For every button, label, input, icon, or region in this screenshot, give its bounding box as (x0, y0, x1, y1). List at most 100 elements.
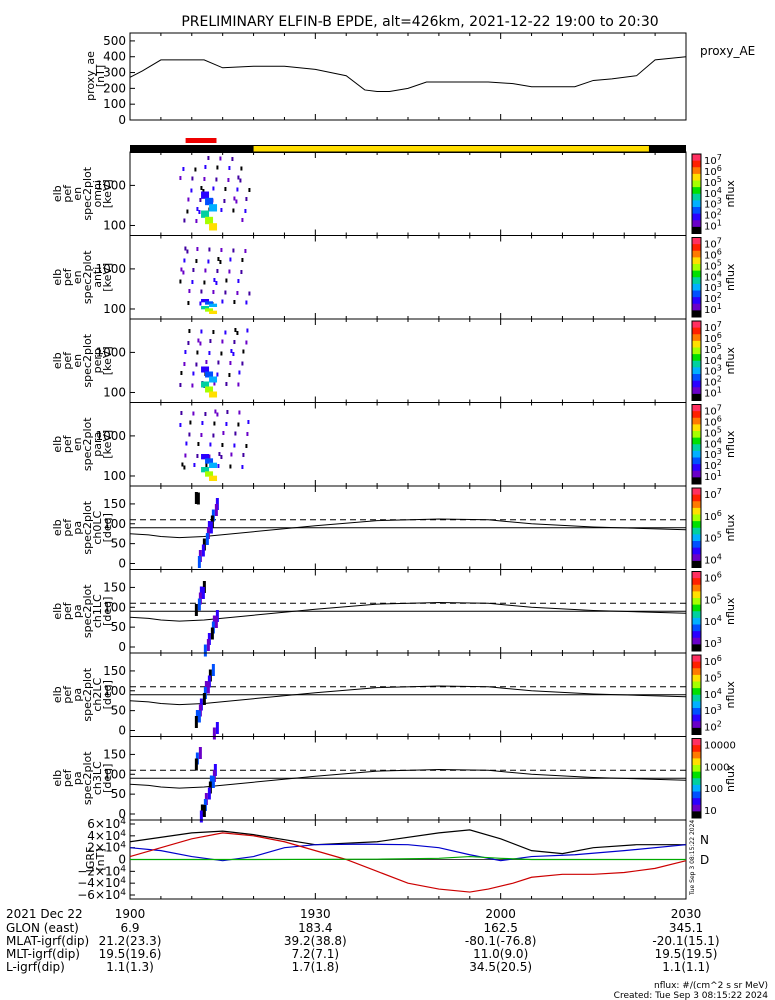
colorbar-segment (692, 347, 701, 355)
colorbar-segment (692, 187, 701, 195)
colorbar-tick: 105 (704, 592, 722, 606)
colorbar-tick: 10 (704, 806, 717, 817)
igrf-legend-d: D (700, 853, 709, 867)
ae-tick-label: 400 (103, 50, 126, 64)
spec-flux-block (205, 386, 214, 393)
ylabel-line: [keV] (101, 430, 114, 459)
colorbar-segment (692, 611, 701, 619)
spec-pixel (183, 465, 186, 470)
lshell-value: 1.7(1.8) (292, 960, 340, 974)
colorbar-title: nflux (724, 263, 737, 291)
ae-line (129, 56, 687, 93)
mlt-value: 7.2(7.1) (292, 947, 340, 961)
spec-pixel (191, 280, 194, 284)
spec-pixel (198, 210, 201, 214)
colorbar-segment (692, 297, 701, 305)
ylabel-line: anti (91, 267, 104, 288)
pa-tick-label: 0 (118, 807, 126, 821)
spec-flux-block (205, 458, 214, 464)
igrf-ylabel: IGRF[nT] (84, 847, 107, 873)
pa-tick-label: 50 (111, 537, 126, 551)
spec-pixel (180, 267, 183, 272)
pa-pixel (202, 693, 206, 705)
spec-pixel (232, 248, 235, 253)
ylabel-line: pef (61, 518, 74, 537)
spec-pixel (192, 411, 195, 416)
colorbar-segment (692, 464, 701, 472)
colorbar-segment (692, 714, 701, 722)
spec-pixel (199, 301, 202, 306)
ylabel-line: ch2LC (91, 678, 104, 712)
spec-flux-block (201, 366, 210, 373)
pa-tick-label: 150 (103, 664, 126, 678)
spec-pixel (209, 442, 212, 447)
spec-pixel (228, 373, 231, 377)
colorbar-segment (692, 167, 701, 175)
igrf-tick-label: 4×104 (87, 829, 126, 843)
ylabel-line: elb (51, 770, 64, 787)
ylabel-line: [keV] (101, 346, 114, 375)
spec-flux-block (201, 210, 210, 218)
spec-tick-label: 100 (103, 469, 126, 483)
spec-pixel (229, 361, 232, 365)
spec-pixel (184, 246, 187, 251)
ylabel-line: spec2plot (81, 584, 94, 638)
spec-pixel (181, 462, 184, 467)
ylabel-line: pef (61, 685, 74, 704)
colorbar-tick: 104 (704, 687, 722, 701)
spec-pixel (212, 330, 215, 334)
colorbar-tick: 101 (704, 219, 722, 233)
spec-pixel (220, 455, 223, 459)
colorbar-title: nflux (724, 347, 737, 375)
pa-pixel (211, 664, 215, 676)
colorbar-segment (692, 374, 701, 382)
status-bar-good (253, 146, 649, 152)
colorbar-segment (692, 501, 701, 509)
colorbar-segment (692, 527, 701, 535)
spec-pixel (212, 433, 215, 438)
ylabel-line: elb (51, 686, 64, 703)
colorbar-tick: 105 (704, 531, 722, 545)
colorbar-tick: 104 (704, 553, 722, 567)
colorbar-title: nflux (724, 430, 737, 458)
pa-pixel (194, 604, 198, 616)
pa-pixel (209, 521, 213, 534)
colorbar-segment (692, 804, 701, 812)
ylabel-line: [keV] (101, 179, 114, 208)
spec-pixel (191, 176, 194, 181)
colorbar-segment (692, 367, 701, 375)
ylabel-line: spec2plot (81, 166, 94, 220)
ylabel-line: [nT] (94, 848, 107, 870)
pa-pixel (202, 805, 206, 817)
ylabel-line: ch3LC (91, 761, 104, 795)
spec-pixel (187, 197, 190, 202)
colorbar-segment (692, 738, 701, 746)
spec-pixel (194, 167, 197, 172)
spec-flux-block (201, 454, 210, 460)
ylabel-line: en (71, 187, 84, 201)
igrf-tick-label: 0 (118, 853, 126, 867)
pa-pixel (206, 681, 210, 694)
spec-pixel (237, 279, 240, 283)
spec-pixel (224, 187, 227, 191)
spec-pixel (222, 431, 225, 435)
spec-pixel (188, 329, 191, 333)
spec-tick-label: 1000 (95, 429, 126, 443)
time-axis-row-label: 2021 Dec 22 (6, 907, 83, 921)
colorbar-segment (692, 674, 701, 682)
colorbar-segment (692, 321, 701, 329)
spec-pixel (188, 432, 191, 437)
colorbar-segment (692, 778, 701, 786)
spec-pixel (205, 463, 208, 468)
colorbar-segment (692, 541, 701, 549)
time-axis-row-label: MLT-igrf(dip) (6, 947, 80, 961)
colorbar-segment (692, 668, 701, 676)
colorbar-tick: 103 (704, 703, 722, 717)
colorbar-segment (692, 207, 701, 215)
spec-pixel (197, 338, 200, 343)
spec-pixel (204, 412, 207, 416)
colorbar-tick: 101 (704, 302, 722, 316)
spec-pixel (216, 269, 219, 273)
colorbar-segment (692, 727, 701, 735)
glon-value: 162.5 (483, 921, 517, 935)
